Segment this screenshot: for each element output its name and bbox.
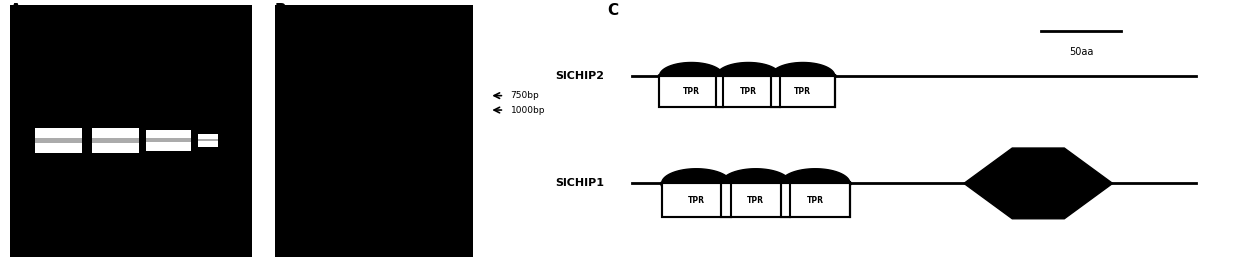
Polygon shape [771, 62, 835, 76]
Bar [771, 76, 835, 107]
Bar [275, 5, 473, 257]
Bar [35, 138, 82, 143]
Text: 750bp: 750bp [510, 91, 539, 100]
Polygon shape [659, 62, 724, 76]
Polygon shape [716, 62, 781, 76]
Polygon shape [964, 148, 1113, 219]
Text: TPR: TPR [794, 87, 812, 96]
Bar [781, 183, 850, 217]
Polygon shape [781, 169, 850, 183]
Bar [10, 5, 252, 257]
Text: SlCHIP2: SlCHIP2 [555, 71, 605, 81]
Text: B: B [275, 3, 286, 18]
Text: TPR: TPR [747, 196, 764, 205]
Bar [146, 130, 191, 151]
Text: TPR: TPR [740, 87, 757, 96]
Text: TPR: TPR [807, 196, 824, 205]
Bar [146, 138, 191, 142]
Text: A: A [10, 3, 21, 18]
Bar [35, 128, 82, 153]
Polygon shape [662, 169, 731, 183]
Bar [716, 76, 781, 107]
Bar [198, 139, 218, 141]
Polygon shape [721, 169, 790, 183]
Bar [721, 183, 790, 217]
Text: TPR: TPR [688, 196, 705, 205]
Bar [662, 183, 731, 217]
Text: C: C [607, 3, 618, 18]
Bar [92, 138, 139, 143]
Bar [659, 76, 724, 107]
Text: SlCHIP1: SlCHIP1 [555, 178, 605, 188]
Bar [92, 128, 139, 153]
Text: TPR: TPR [683, 87, 700, 96]
Text: 50aa: 50aa [1069, 47, 1093, 57]
Bar [198, 134, 218, 147]
Text: 1000bp: 1000bp [510, 106, 545, 114]
